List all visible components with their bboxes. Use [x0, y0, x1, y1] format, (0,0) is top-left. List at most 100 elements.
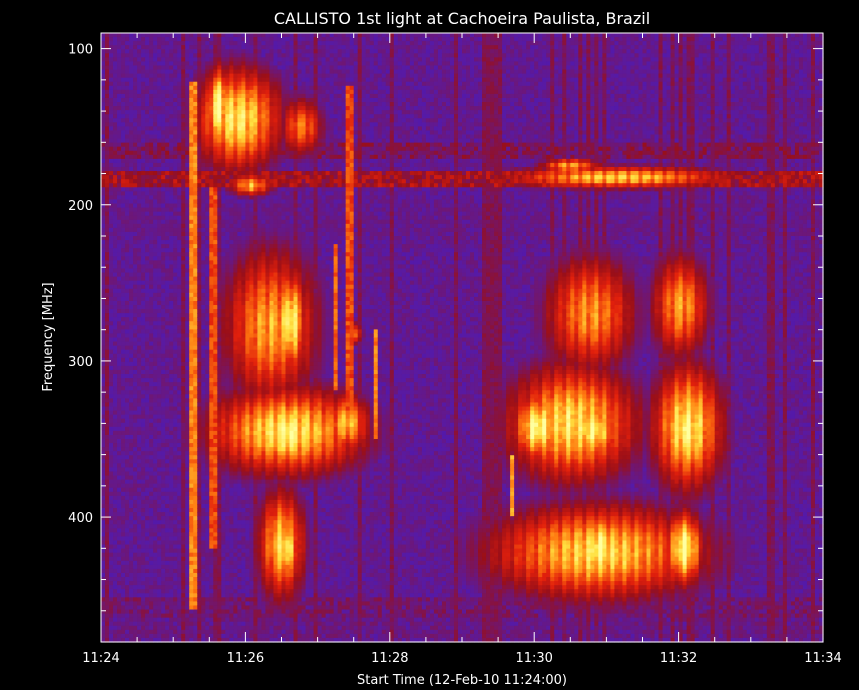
heatmap-cell [177, 220, 182, 225]
heatmap-cell [129, 569, 134, 574]
heatmap-cell [229, 589, 234, 594]
heatmap-cell [145, 374, 150, 379]
heatmap-cell [121, 354, 126, 359]
heatmap-cell [229, 301, 234, 306]
heatmap-cell [233, 216, 238, 221]
heatmap-cell [225, 605, 230, 610]
heatmap-cell [197, 366, 202, 371]
heatmap-cell [233, 126, 238, 131]
heatmap-cell [225, 589, 230, 594]
heatmap-cell [101, 338, 106, 343]
heatmap-cell [105, 610, 110, 615]
heatmap-cell [217, 273, 222, 278]
heatmap-cell [217, 260, 222, 265]
heatmap-cell [117, 443, 122, 448]
heatmap-cell [105, 358, 110, 363]
heatmap-cell [185, 431, 190, 436]
heatmap-cell [161, 325, 166, 330]
heatmap-cell [177, 86, 182, 91]
heatmap-cell [145, 423, 150, 428]
heatmap-cell [149, 195, 154, 200]
heatmap-cell [133, 565, 138, 570]
heatmap-cell [101, 86, 106, 91]
heatmap-cell [193, 630, 198, 635]
heatmap-cell [149, 382, 154, 387]
heatmap-cell [133, 228, 138, 233]
heatmap-cell [169, 402, 174, 407]
heatmap-cell [189, 622, 194, 627]
heatmap-cell [161, 240, 166, 245]
heatmap-cell [149, 321, 154, 326]
heatmap-cell [153, 293, 158, 298]
heatmap-cell [157, 49, 162, 54]
heatmap-cell [209, 236, 214, 241]
heatmap-cell [133, 427, 138, 432]
heatmap-cell [113, 601, 118, 606]
heatmap-cell [153, 496, 158, 501]
heatmap-cell [213, 407, 218, 412]
heatmap-cell [177, 325, 182, 330]
heatmap-cell [213, 151, 218, 156]
heatmap-cell [145, 419, 150, 424]
heatmap-cell [105, 313, 110, 318]
heatmap-cell [173, 561, 178, 566]
heatmap-cell [165, 183, 170, 188]
heatmap-cell [165, 338, 170, 343]
heatmap-cell [217, 614, 222, 619]
heatmap-cell [181, 626, 186, 631]
heatmap-cell [197, 593, 202, 598]
heatmap-cell [209, 285, 214, 290]
heatmap-cell [213, 528, 218, 533]
heatmap-cell [229, 309, 234, 314]
heatmap-cell [117, 191, 122, 196]
heatmap-cell [137, 57, 142, 62]
heatmap-cell [149, 358, 154, 363]
heatmap-cell [185, 317, 190, 322]
heatmap-cell [157, 102, 162, 107]
heatmap-cell [225, 516, 230, 521]
heatmap-cell [121, 577, 126, 582]
heatmap-cell [133, 597, 138, 602]
heatmap-cell [201, 358, 206, 363]
heatmap-cell [145, 289, 150, 294]
heatmap-cell [225, 585, 230, 590]
heatmap-cell [193, 407, 198, 412]
heatmap-cell [105, 143, 110, 148]
heatmap-cell [149, 415, 154, 420]
heatmap-cell [105, 252, 110, 257]
heatmap-cell [125, 216, 130, 221]
heatmap-cell [169, 471, 174, 476]
heatmap-cell [165, 565, 170, 570]
heatmap-cell [225, 528, 230, 533]
heatmap-cell [153, 431, 158, 436]
heatmap-cell [161, 313, 166, 318]
heatmap-cell [157, 524, 162, 529]
heatmap-cell [133, 459, 138, 464]
heatmap-cell [209, 74, 214, 79]
heatmap-cell [205, 488, 210, 493]
heatmap-cell [153, 541, 158, 546]
heatmap-cell [137, 293, 142, 298]
heatmap-cell [153, 532, 158, 537]
heatmap-cell [193, 350, 198, 355]
heatmap-cell [165, 504, 170, 509]
heatmap-cell [129, 163, 134, 168]
heatmap-cell [165, 53, 170, 58]
heatmap-cell [185, 86, 190, 91]
heatmap-cell [185, 110, 190, 115]
heatmap-cell [125, 415, 130, 420]
heatmap-cell [157, 199, 162, 204]
heatmap-cell [129, 346, 134, 351]
heatmap-cell [157, 622, 162, 627]
heatmap-cell [137, 354, 142, 359]
heatmap-cell [165, 102, 170, 107]
heatmap-cell [113, 561, 118, 566]
heatmap-cell [105, 435, 110, 440]
heatmap-cell [177, 415, 182, 420]
heatmap-cell [145, 488, 150, 493]
heatmap-cell [121, 346, 126, 351]
heatmap-cell [229, 386, 234, 391]
heatmap-cell [185, 49, 190, 54]
heatmap-cell [229, 390, 234, 395]
heatmap-cell [205, 419, 210, 424]
